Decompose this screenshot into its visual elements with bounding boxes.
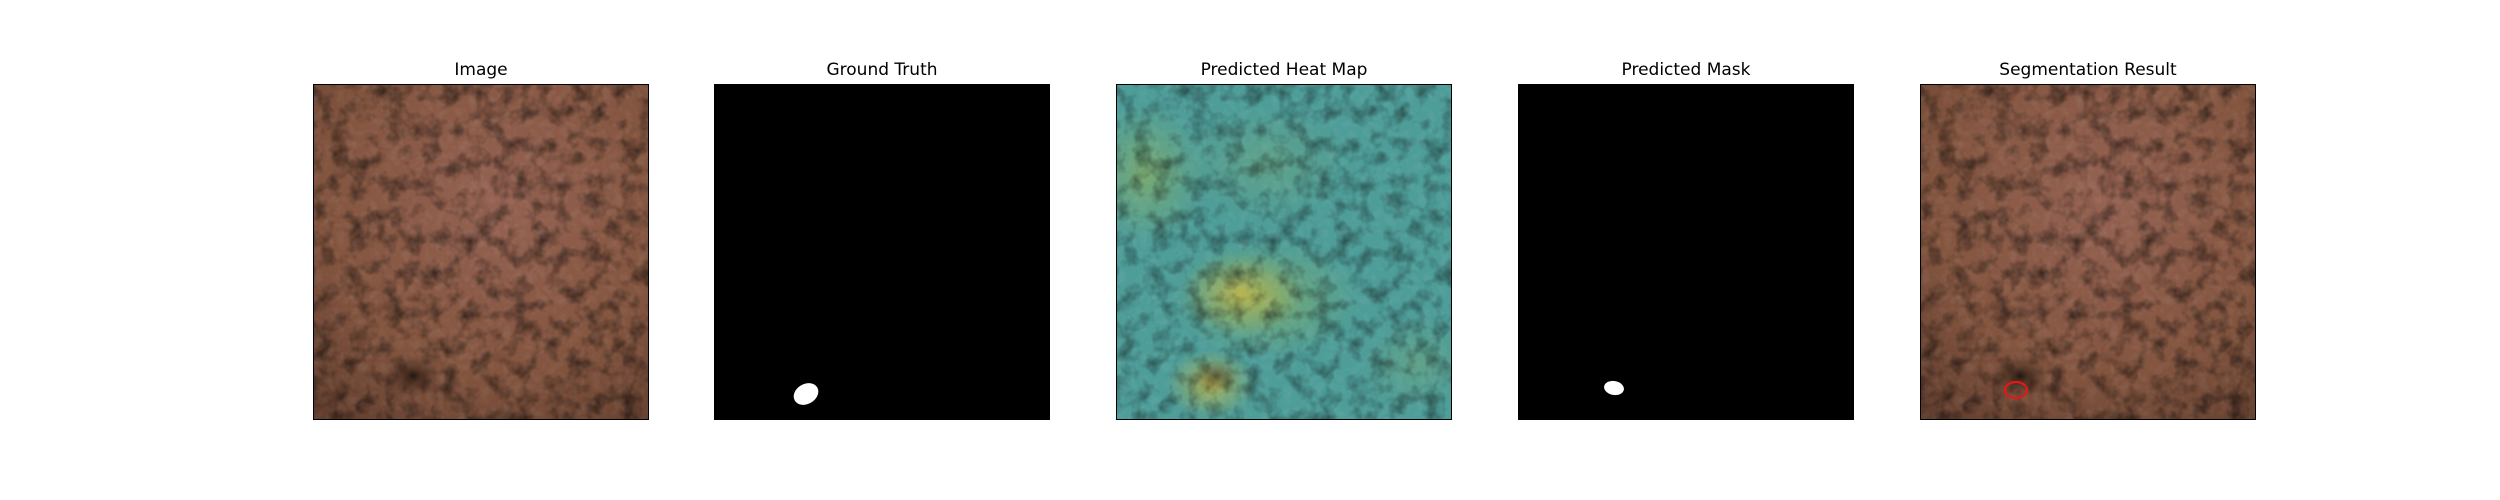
panel-title-image: Image bbox=[454, 60, 508, 80]
predicted-heat-map bbox=[1116, 84, 1452, 420]
image-panel bbox=[313, 84, 649, 420]
segmentation-panel bbox=[1920, 84, 2256, 420]
panel-title-predicted-mask: Predicted Mask bbox=[1621, 60, 1751, 80]
panel-title-segmentation: Segmentation Result bbox=[1999, 60, 2177, 80]
heat-map-panel bbox=[1116, 84, 1452, 420]
panel-title-ground-truth: Ground Truth bbox=[826, 60, 938, 80]
panel-title-heat-map: Predicted Heat Map bbox=[1200, 60, 1368, 80]
predicted-mask-panel bbox=[1518, 84, 1854, 420]
defect-dent bbox=[383, 354, 443, 398]
ground-truth-defect-region bbox=[793, 383, 819, 405]
leather-image bbox=[313, 84, 649, 420]
ground-truth-panel bbox=[714, 84, 1050, 420]
predicted-defect-region bbox=[1604, 380, 1624, 396]
segmentation-result bbox=[1920, 84, 2256, 420]
segmentation-contour bbox=[2003, 380, 2029, 400]
predicted-mask bbox=[1518, 84, 1854, 420]
ground-truth-mask bbox=[714, 84, 1050, 420]
